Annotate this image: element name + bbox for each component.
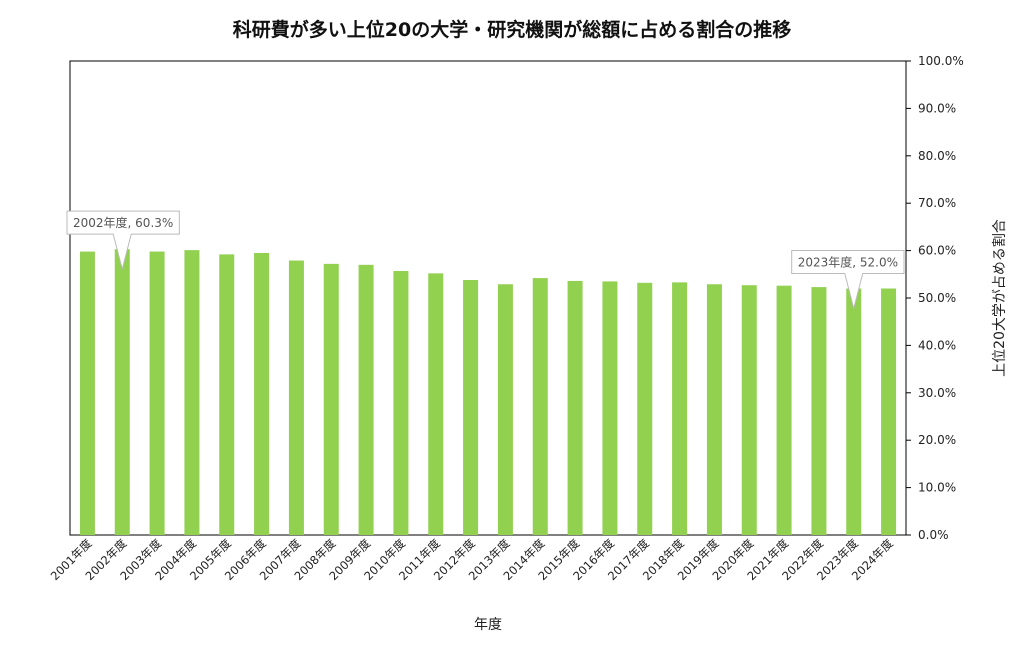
callout-label: 2023年度, 52.0% — [798, 255, 898, 270]
bar-16 — [637, 282, 653, 535]
y-tick-label: 100.0% — [918, 54, 964, 68]
bar-2 — [149, 251, 165, 536]
bar-11 — [463, 279, 479, 535]
bar-15 — [602, 281, 618, 535]
bars-layer — [79, 249, 897, 536]
bar-0 — [79, 251, 95, 536]
callout-box — [66, 210, 180, 270]
bar-12 — [497, 284, 513, 535]
y-tick-label: 20.0% — [918, 433, 956, 447]
data-callout: 2002年度, 60.3% — [66, 210, 180, 270]
bar-21 — [811, 287, 827, 535]
y-tick-label: 80.0% — [918, 149, 956, 163]
callout-box — [791, 250, 905, 309]
y-axis-title: 上位20大学が占める割合 — [991, 219, 1008, 377]
bar-8 — [358, 264, 374, 535]
bar-18 — [706, 284, 722, 535]
data-callout: 2023年度, 52.0% — [791, 250, 905, 309]
chart-title: 科研費が多い上位20の大学・研究機関が総額に占める割合の推移 — [233, 18, 791, 41]
bar-3 — [184, 250, 200, 535]
bar-7 — [323, 263, 339, 535]
x-axis: 2001年度2002年度2003年度2004年度2005年度2006年度2007… — [48, 536, 896, 583]
plot-area — [69, 60, 907, 536]
y-tick-label: 30.0% — [918, 386, 956, 400]
bar-19 — [741, 285, 757, 535]
bar-9 — [393, 270, 409, 535]
y-tick-label: 50.0% — [918, 291, 956, 305]
bar-23 — [881, 288, 897, 535]
y-tick-label: 0.0% — [918, 528, 949, 542]
x-axis-title: 年度 — [474, 617, 502, 633]
y-axis: 0.0% 10.0% 20.0% 30.0% 40.0% 50.0% 60.0% 70.0% 8… — [906, 54, 964, 542]
bar-20 — [776, 285, 792, 535]
bar-22 — [846, 288, 862, 535]
bar-14 — [567, 280, 583, 535]
bar-5 — [254, 252, 270, 535]
bar-10 — [428, 273, 444, 535]
callout-label: 2002年度, 60.3% — [73, 215, 173, 230]
y-tick-label: 40.0% — [918, 338, 956, 352]
y-tick-label: 70.0% — [918, 196, 956, 210]
bar-4 — [219, 254, 235, 535]
bar-17 — [672, 282, 688, 535]
bar-1 — [114, 249, 130, 535]
bar-6 — [288, 260, 304, 535]
bar-13 — [532, 278, 548, 535]
y-tick-label: 60.0% — [918, 244, 956, 258]
callouts: 2002年度, 60.3% 2023年度, 52.0% — [66, 210, 905, 309]
y-tick-label: 90.0% — [918, 101, 956, 115]
y-tick-label: 10.0% — [918, 481, 956, 495]
